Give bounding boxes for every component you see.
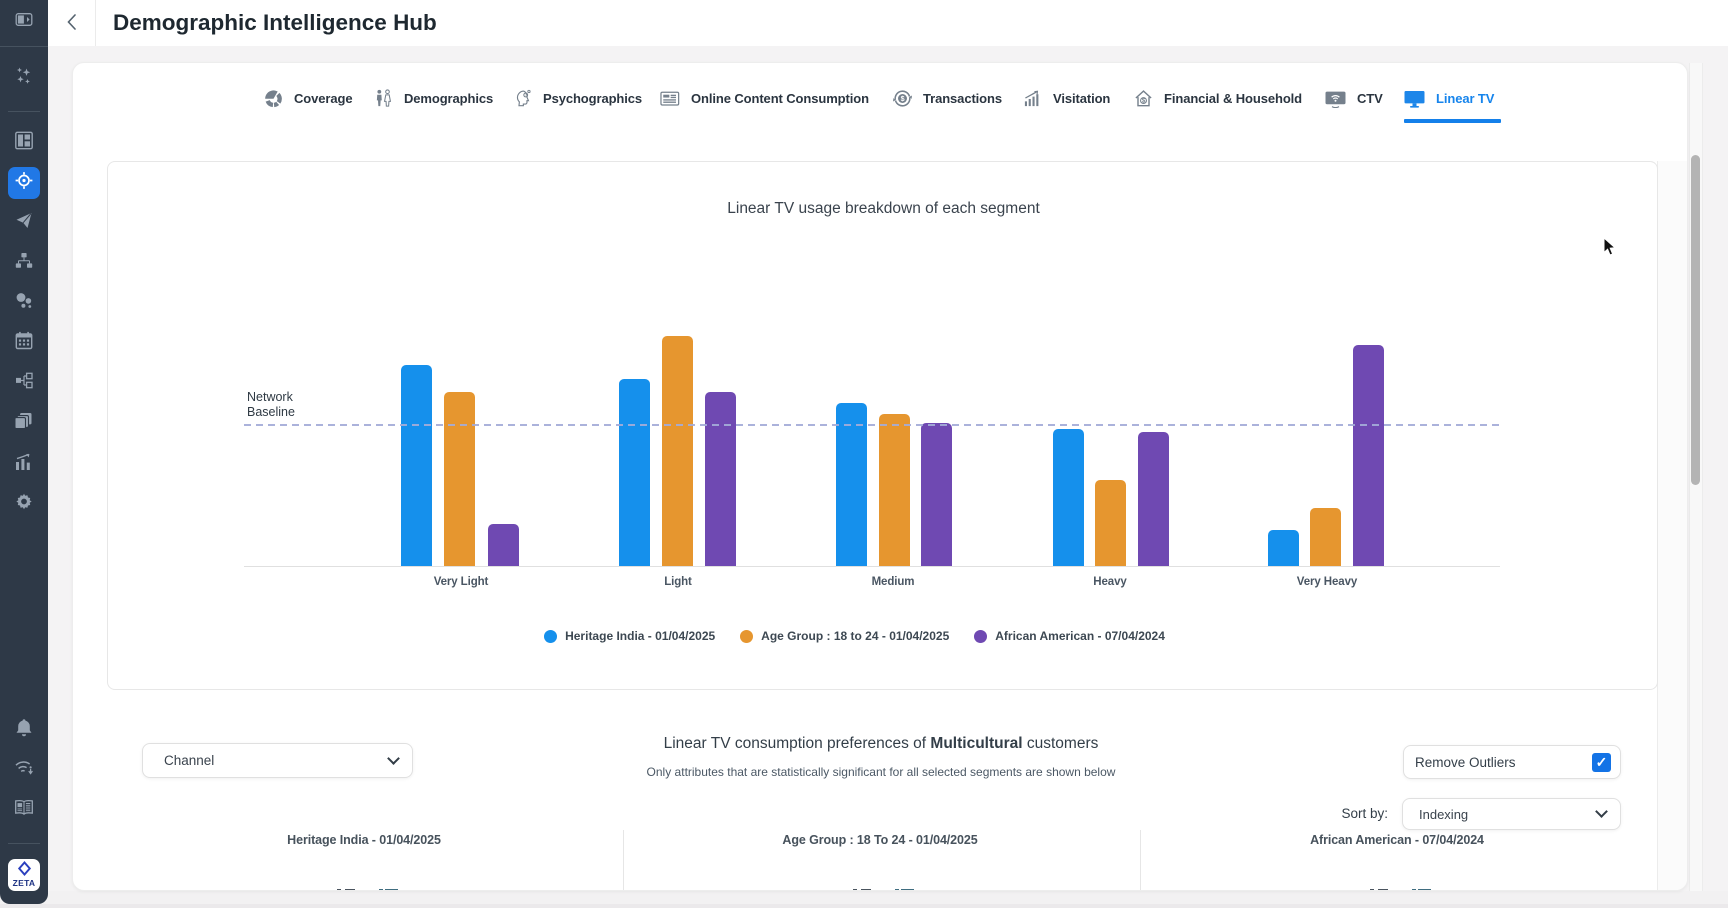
svg-text:$: $ <box>901 95 905 103</box>
svg-text:$: $ <box>1142 98 1146 105</box>
